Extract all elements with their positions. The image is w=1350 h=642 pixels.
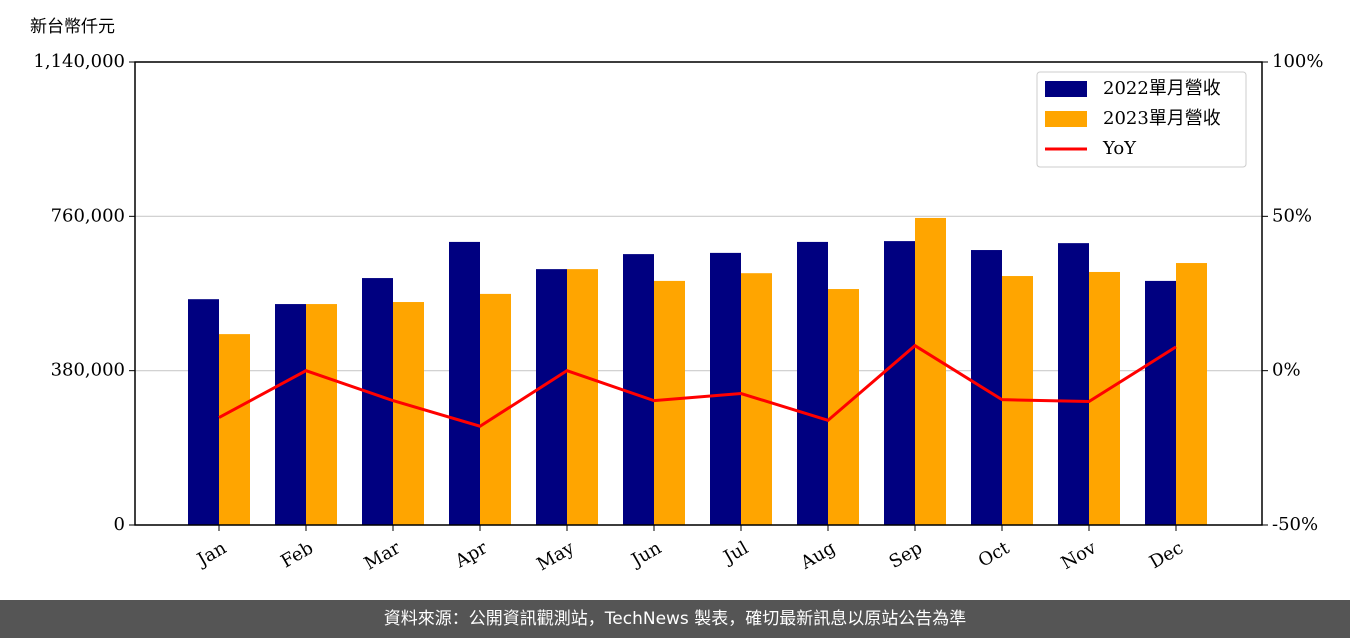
- y-tick-label: 0: [114, 514, 125, 535]
- yoy-line: [218, 343, 1177, 428]
- y2-tick-label: 100%: [1272, 51, 1323, 72]
- x-tick-label: Jan: [192, 537, 230, 571]
- x-tick-label: Aug: [796, 537, 839, 574]
- legend-box: [1036, 71, 1247, 168]
- x-tick-label: Apr: [451, 537, 491, 572]
- footer-bar: [0, 600, 1350, 638]
- bar: [884, 241, 915, 525]
- x-tick-label: Feb: [277, 537, 317, 572]
- bar: [1176, 263, 1207, 525]
- bar: [306, 304, 337, 525]
- legend-label: 2022單月營收: [1103, 78, 1221, 99]
- bar: [536, 269, 567, 525]
- bar: [1058, 243, 1089, 525]
- footer: 資料來源：公開資訊觀測站，TechNews 製表，確切最新訊息以原站公告為準: [384, 609, 966, 629]
- legend-label: 2023單月營收: [1103, 108, 1221, 129]
- bar: [710, 252, 741, 525]
- y-tick-label: 1,140,000: [33, 51, 125, 72]
- y2-tick-label: 0%: [1272, 360, 1301, 381]
- bar: [797, 241, 828, 526]
- bar: [971, 250, 1002, 526]
- bar: [567, 269, 598, 525]
- bar: [915, 217, 946, 526]
- y-tick-label: 380,000: [51, 360, 125, 381]
- x-tick-label: Nov: [1058, 537, 1101, 574]
- bar: [188, 299, 219, 525]
- bar: [449, 241, 480, 526]
- x-tick-label: Jul: [718, 537, 752, 569]
- x-tick-label: Dec: [1146, 537, 1187, 573]
- legend-swatch: [1045, 111, 1087, 127]
- bar: [393, 302, 424, 525]
- legend-label: YoY: [1102, 138, 1137, 159]
- bar: [1145, 280, 1176, 525]
- x-tick-label: Mar: [361, 537, 405, 574]
- y-axis-title: 新台幣仟元: [30, 17, 115, 37]
- y2-tick-label: -50%: [1272, 514, 1318, 535]
- x-tick-label: May: [533, 537, 578, 575]
- bar: [362, 278, 393, 525]
- plot-frame: [134, 61, 1263, 526]
- y-tick-label: 760,000: [51, 205, 125, 226]
- bar: [654, 280, 685, 525]
- bar: [623, 254, 654, 526]
- legend-swatch: [1045, 81, 1087, 97]
- x-tick-label: Jun: [626, 537, 665, 572]
- x-tick-label: Sep: [886, 537, 926, 572]
- bar: [275, 304, 306, 525]
- y2-tick-label: 50%: [1272, 205, 1312, 226]
- x-tick-label: Oct: [975, 537, 1014, 572]
- bar: [219, 334, 250, 525]
